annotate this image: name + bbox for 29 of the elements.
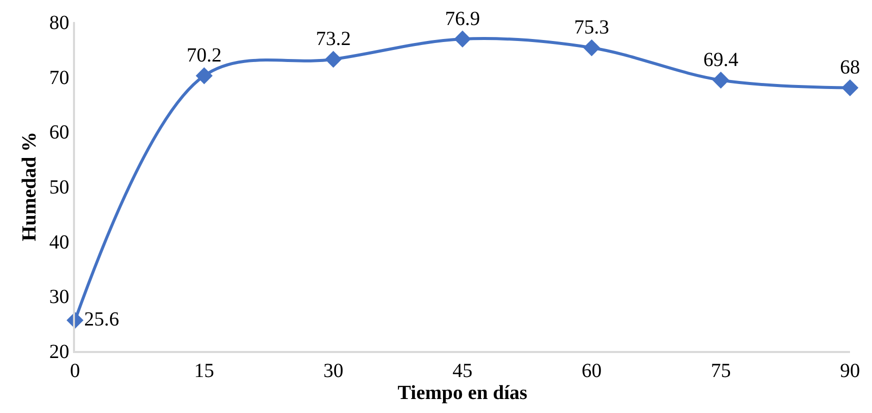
x-tick-label: 75	[710, 360, 731, 382]
x-tick-label: 0	[70, 360, 80, 382]
y-tick-label: 70	[49, 66, 70, 89]
data-label: 69.4	[703, 48, 738, 71]
y-tick-label: 80	[49, 12, 70, 34]
data-label: 75.3	[574, 16, 610, 39]
point	[324, 50, 342, 68]
point	[196, 67, 213, 84]
y-tick-label: 30	[49, 286, 70, 308]
x-axis-title: Tiempo en días	[398, 382, 528, 404]
point	[454, 30, 471, 48]
y-tick-label: 20	[49, 341, 70, 363]
x-tick-label: 30	[323, 360, 344, 382]
y-axis-title: Humedad %	[18, 132, 40, 242]
x-tick-label: 15	[194, 360, 214, 382]
data-label: 70.2	[186, 44, 222, 67]
x-tick-label: 90	[840, 360, 860, 382]
data-label: 68	[840, 56, 860, 79]
y-tick-label: 60	[49, 122, 70, 144]
point	[583, 39, 600, 56]
data-label: 73.2	[316, 28, 351, 50]
data-label: 25.6	[84, 308, 120, 330]
x-tick-label: 60	[582, 360, 602, 382]
y-tick-label: 50	[49, 176, 70, 198]
y-tick-label: 40	[49, 231, 70, 254]
data-label: 76.9	[445, 8, 480, 30]
x-tick-label: 45	[452, 360, 472, 382]
point	[712, 72, 730, 89]
point	[842, 79, 858, 96]
